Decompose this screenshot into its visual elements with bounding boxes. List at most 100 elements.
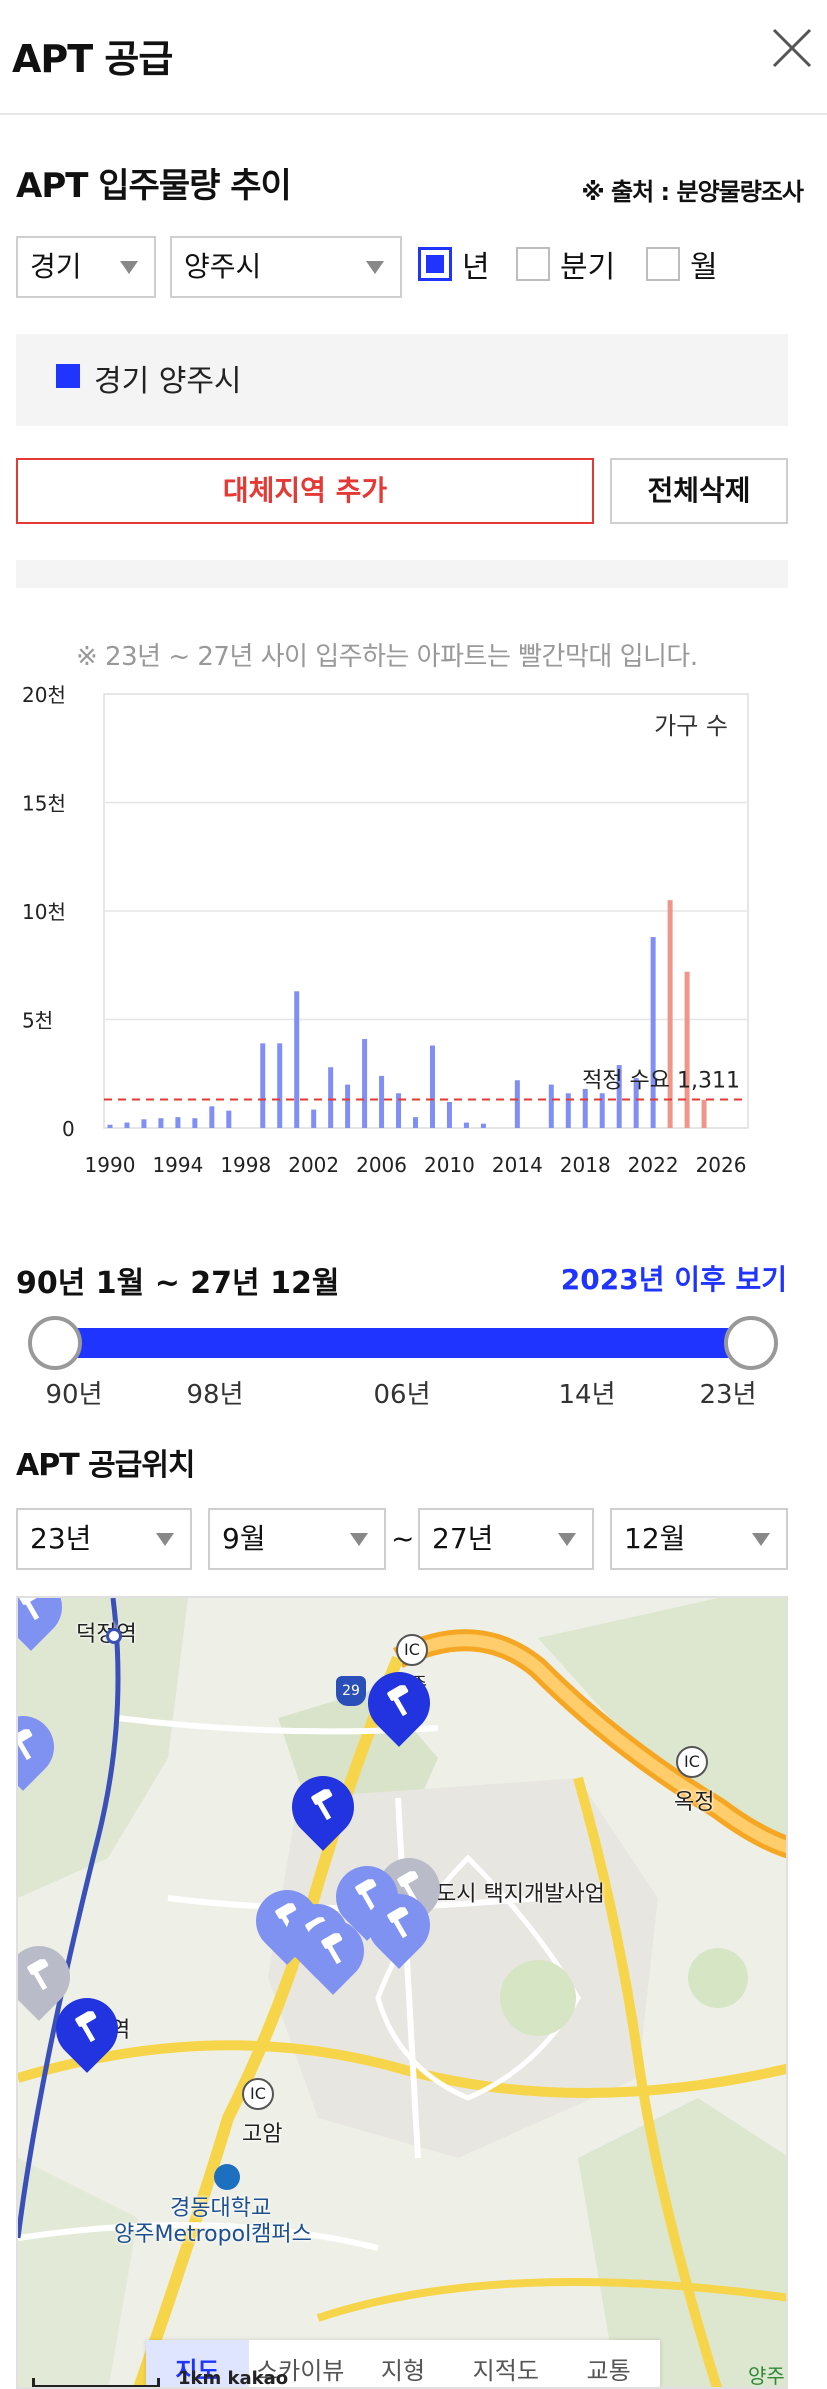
quarter-checkbox[interactable]	[516, 247, 550, 281]
source-note: ※ 출처 : 분양물량조사	[581, 178, 804, 206]
hammer-icon	[18, 1729, 33, 1761]
map-scale-value: 1km	[178, 2368, 222, 2389]
map-label-univ2: 양주Metropol캠퍼스	[114, 2222, 312, 2247]
map-scale-text: 1km kakao	[178, 2368, 288, 2389]
bar-2018	[582, 1088, 588, 1128]
from-month-select[interactable]: 9월	[208, 1508, 386, 1570]
chevron-down-icon	[558, 1533, 576, 1546]
bar-2021	[633, 1078, 639, 1128]
chevron-down-icon	[366, 261, 384, 274]
range-tick: 98년	[186, 1380, 244, 1410]
range-start-handle[interactable]	[28, 1316, 82, 1370]
bar-2002	[311, 1109, 317, 1128]
tab-map[interactable]: 지도	[146, 2340, 249, 2387]
bar-1999	[260, 1043, 266, 1128]
map-label-univ1: 경동대학교	[170, 2196, 272, 2221]
range-tick: 90년	[45, 1380, 103, 1410]
y-tick-label: 10천	[22, 900, 66, 924]
hammer-icon	[387, 1907, 409, 1939]
bar-2006	[379, 1075, 385, 1128]
range-end-handle[interactable]	[724, 1316, 778, 1370]
apt-marker[interactable]	[18, 1703, 67, 1791]
bar-2010	[446, 1101, 452, 1128]
month-checkbox[interactable]	[646, 247, 680, 281]
x-tick-label: 2018	[560, 1153, 611, 1177]
hammer-icon	[19, 1598, 41, 1621]
from-year-value: 23년	[30, 1522, 92, 1555]
bar-1996	[209, 1106, 215, 1128]
province-select[interactable]: 경기	[16, 236, 156, 298]
tab-skyview[interactable]: 스카이뷰	[256, 2357, 345, 2385]
range-tick: 14년	[558, 1380, 616, 1410]
range-separator: ~	[391, 1522, 415, 1555]
apt-marker[interactable]	[355, 1881, 443, 1969]
to-month-select[interactable]: 12월	[610, 1508, 788, 1570]
hammer-icon	[311, 1789, 333, 1821]
y-tick-label: 20천	[22, 683, 66, 707]
close-icon	[772, 28, 812, 68]
quarter-label: 분기	[560, 250, 616, 285]
apt-marker[interactable]	[43, 1985, 131, 2073]
apt-marker[interactable]	[355, 1659, 443, 1747]
bar-2005	[362, 1039, 368, 1128]
bar-2019	[599, 1093, 605, 1128]
x-tick-label: 2002	[288, 1153, 339, 1177]
map-label-road-29: 29	[336, 1676, 366, 1706]
apt-marker[interactable]	[323, 1853, 411, 1941]
x-tick-label: 1994	[152, 1153, 203, 1177]
red-bar-note: ※ 23년 ~ 27년 사이 입주하는 아파트는 빨간막대 입니다.	[76, 642, 698, 672]
station-icon	[106, 1628, 122, 1644]
bar-2011	[463, 1122, 469, 1128]
apt-marker[interactable]	[18, 1598, 75, 1651]
year-checkbox[interactable]	[418, 247, 452, 281]
bar-2009	[429, 1045, 435, 1128]
map-background	[18, 1598, 786, 2387]
map-scalebar	[32, 2378, 160, 2387]
city-select[interactable]: 양주시	[170, 236, 402, 298]
close-button[interactable]	[768, 24, 816, 72]
to-year-select[interactable]: 27년	[418, 1508, 594, 1570]
tab-traffic[interactable]: 교통	[586, 2357, 631, 2385]
bar-2014	[514, 1080, 520, 1128]
y-tick-label: 5천	[22, 1009, 53, 1033]
legend-swatch	[56, 364, 80, 388]
x-tick-label: 2026	[696, 1153, 747, 1177]
supply-map[interactable]: 덕정역 IC 양주 29 IC 옥정 도시 택지개발사업 IC 고암 경동대학교…	[16, 1596, 788, 2389]
chevron-down-icon	[752, 1533, 770, 1546]
from-year-select[interactable]: 23년	[16, 1508, 192, 1570]
bar-2001	[294, 991, 300, 1128]
range-label: 90년 1월 ~ 27년 12월	[16, 1266, 340, 1301]
tab-cadastral[interactable]: 지적도	[472, 2357, 539, 2385]
delete-all-button[interactable]: 전체삭제	[610, 458, 788, 524]
bar-2007	[396, 1093, 402, 1128]
bar-1994	[175, 1117, 181, 1128]
apt-marker[interactable]	[279, 1763, 367, 1851]
supply-trend-title: APT 입주물량 추이	[16, 166, 292, 206]
bar-2020	[616, 1065, 622, 1128]
bar-2003	[328, 1067, 334, 1128]
to-month-value: 12월	[624, 1522, 686, 1555]
province-value: 경기	[30, 250, 82, 283]
map-label-okjeong: 옥정	[674, 1790, 715, 1815]
x-tick-label: 2010	[424, 1153, 475, 1177]
region-legend-label: 경기 양주시	[94, 364, 242, 399]
hammer-icon	[27, 1959, 49, 1991]
city-value: 양주시	[184, 250, 262, 283]
bar-1995	[192, 1118, 198, 1128]
to-year-value: 27년	[432, 1522, 494, 1555]
region-legend-box: 경기 양주시	[16, 334, 788, 426]
range-slider-track[interactable]	[55, 1328, 751, 1358]
bar-1997	[226, 1110, 232, 1128]
map-label-ic-right: IC	[676, 1746, 708, 1778]
apt-marker[interactable]	[289, 1907, 377, 1995]
bar-2024	[684, 971, 690, 1128]
bar-1992	[141, 1119, 147, 1128]
map-label-yangju-corner: 양주	[748, 2364, 785, 2388]
apt-marker[interactable]	[18, 1933, 83, 2021]
bar-2004	[345, 1084, 351, 1128]
after-2023-link[interactable]: 2023년 이후 보기	[560, 1263, 787, 1296]
x-tick-label: 2006	[356, 1153, 407, 1177]
add-region-button[interactable]: 대체지역 추가	[16, 458, 594, 524]
tab-terrain[interactable]: 지형	[380, 2357, 426, 2385]
bar-2025	[701, 1099, 707, 1128]
